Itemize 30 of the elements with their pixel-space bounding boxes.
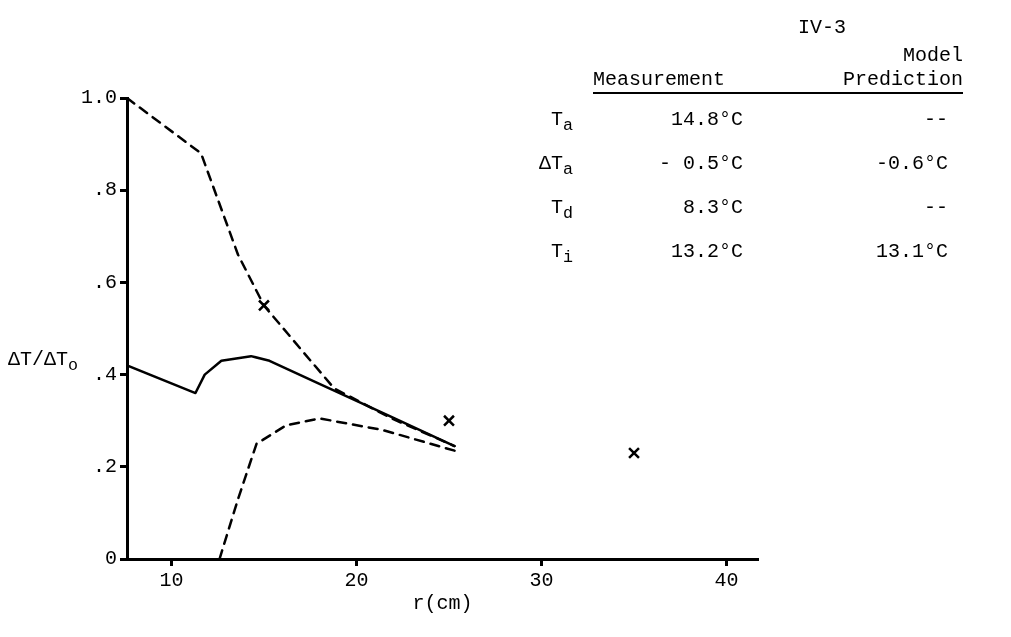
y-tick-label: .2 [92, 455, 118, 479]
x-tick-label: 30 [529, 569, 554, 593]
text: Model Prediction [841, 44, 963, 92]
y-axis-title: ΔT/ΔT$_{o}$ [8, 348, 79, 377]
annotation: T$_{a}$ [550, 108, 573, 137]
annotation: 8.3°C [682, 196, 743, 221]
annotation: 13.2°C [670, 240, 743, 265]
y-tick-label: .4 [92, 362, 118, 386]
annotation: 14.8°C [670, 108, 743, 133]
x-axis-title: r(cm) [412, 592, 473, 616]
y-tick-label: .8 [92, 178, 118, 202]
annotation: - 0.5°C [658, 152, 743, 177]
x-tick-label: 40 [714, 569, 739, 593]
text: 13.1°C [875, 240, 948, 265]
text: -- [923, 196, 948, 221]
text: Measurement [593, 68, 727, 92]
annotation: ΔT$_{a}$ [538, 152, 573, 181]
y-tick-label: 0 [104, 547, 118, 571]
y-tick-label: .6 [92, 270, 118, 294]
text: -0.6°C [875, 152, 948, 177]
annotation: T$_{i}$ [550, 240, 573, 269]
text: IV-3 [798, 16, 847, 40]
x-tick-label: 20 [344, 569, 369, 593]
text: -- [923, 108, 948, 133]
x-tick-label: 10 [159, 569, 184, 593]
point [627, 446, 641, 460]
point [257, 299, 271, 312]
point [442, 414, 456, 427]
annotation: T$_{d}$ [550, 196, 573, 225]
y-tick-label: 1.0 [80, 86, 118, 110]
